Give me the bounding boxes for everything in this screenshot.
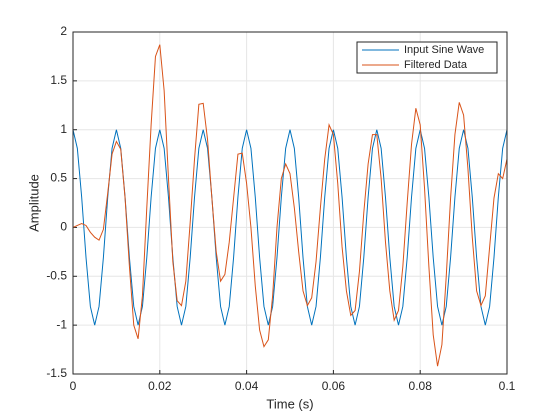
legend-label: Filtered Data <box>404 59 468 71</box>
legend-label: Input Sine Wave <box>404 44 484 56</box>
axes-box <box>72 31 508 375</box>
x-tick-label: 0.06 <box>322 379 346 393</box>
x-tick-label: 0.1 <box>499 379 516 393</box>
legend-box <box>356 41 498 74</box>
series-line <box>72 44 508 367</box>
x-tick-label: 0.08 <box>409 379 433 393</box>
y-tick-label: 1.5 <box>50 73 67 87</box>
x-axis-label: Time (s) <box>266 396 313 411</box>
y-tick-label: -0.5 <box>46 268 67 282</box>
plot-area <box>73 32 507 374</box>
x-tick-label: 0.02 <box>148 379 172 393</box>
x-tick-label: 0.04 <box>235 379 259 393</box>
y-tick-label: -1.5 <box>46 366 67 380</box>
y-tick-label: 2 <box>60 24 67 38</box>
series-line <box>72 129 508 326</box>
y-tick-label: 0 <box>60 220 67 234</box>
y-tick-label: 0.5 <box>50 171 67 185</box>
y-tick-label: 1 <box>60 122 67 136</box>
x-tick-label: 0 <box>70 379 77 393</box>
y-axis-label: Amplitude <box>26 174 41 232</box>
y-tick-label: -1 <box>56 317 67 331</box>
